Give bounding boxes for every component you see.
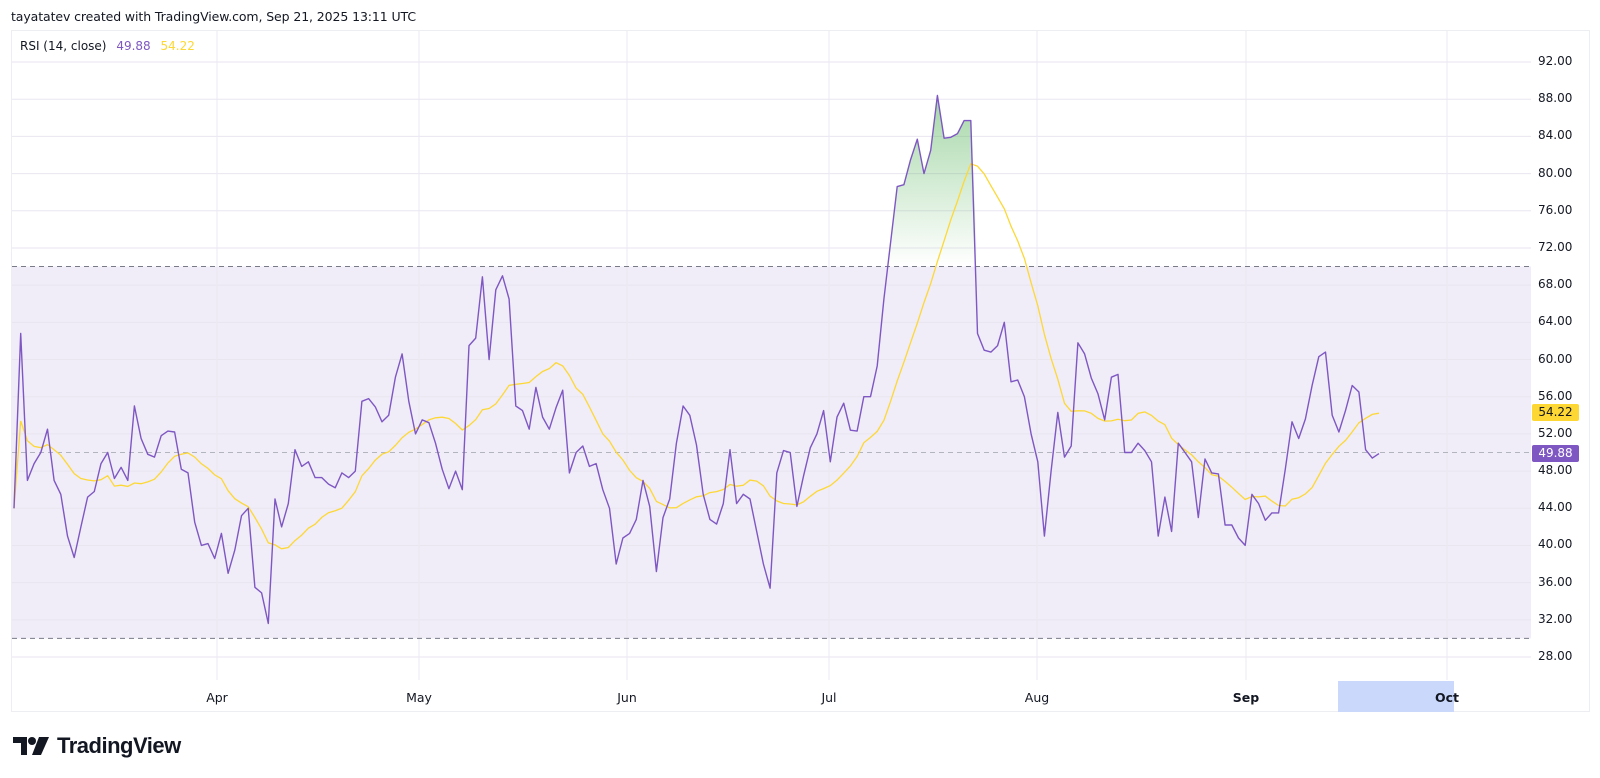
y-axis-tick: 32.00 <box>1538 611 1573 626</box>
tradingview-logo-icon <box>13 737 49 755</box>
y-axis-tick: 28.00 <box>1538 649 1573 663</box>
rsi-legend-value: 49.88 <box>116 39 151 53</box>
tradingview-logo[interactable]: TradingView <box>13 733 181 759</box>
y-axis-tick: 92.00 <box>1538 54 1573 68</box>
chart-frame <box>11 30 1590 712</box>
y-axis-tick: 40.00 <box>1538 537 1573 552</box>
rsi-value-badge: 49.88 <box>1532 444 1579 462</box>
ma-line <box>13 162 1380 550</box>
x-axis-tick: Oct <box>1434 690 1460 705</box>
y-axis-tick: 76.00 <box>1538 202 1573 217</box>
y-axis-tick: 64.00 <box>1538 314 1573 329</box>
y-axis-tick: 56.00 <box>1538 388 1573 403</box>
y-axis-tick: 44.00 <box>1538 500 1573 515</box>
y-axis-tick: 84.00 <box>1538 128 1573 143</box>
y-axis-tick: 88.00 <box>1538 91 1573 106</box>
ma-legend-value: 54.22 <box>160 39 195 53</box>
x-axis-tick: Sep <box>1232 690 1260 705</box>
y-axis-tick: 60.00 <box>1538 351 1573 366</box>
y-axis-tick: 36.00 <box>1538 574 1573 589</box>
y-axis-tick: 68.00 <box>1538 277 1573 292</box>
chart-credit: tayatatev created with TradingView.com, … <box>11 9 416 24</box>
logo-wordmark: TradingView <box>57 733 181 758</box>
indicator-name: RSI (14, close) <box>20 39 107 53</box>
x-axis-tick: Aug <box>1024 690 1050 705</box>
y-axis-tick: 48.00 <box>1538 463 1573 478</box>
y-axis-tick: 72.00 <box>1538 239 1573 254</box>
x-axis-tick: Jul <box>821 690 837 705</box>
y-axis-tick: 52.00 <box>1538 425 1573 440</box>
time-axis-range-highlight <box>1338 681 1454 712</box>
y-axis-tick: 80.00 <box>1538 165 1573 180</box>
overbought-fill <box>14 95 1379 267</box>
x-axis-tick: Apr <box>206 690 228 705</box>
indicator-legend[interactable]: RSI (14, close) 49.88 54.22 <box>20 39 195 53</box>
x-axis-tick: May <box>406 690 432 705</box>
rsi-line <box>13 94 1380 625</box>
x-axis-tick: Jun <box>617 690 637 705</box>
ma-value-badge: 54.22 <box>1532 404 1579 422</box>
